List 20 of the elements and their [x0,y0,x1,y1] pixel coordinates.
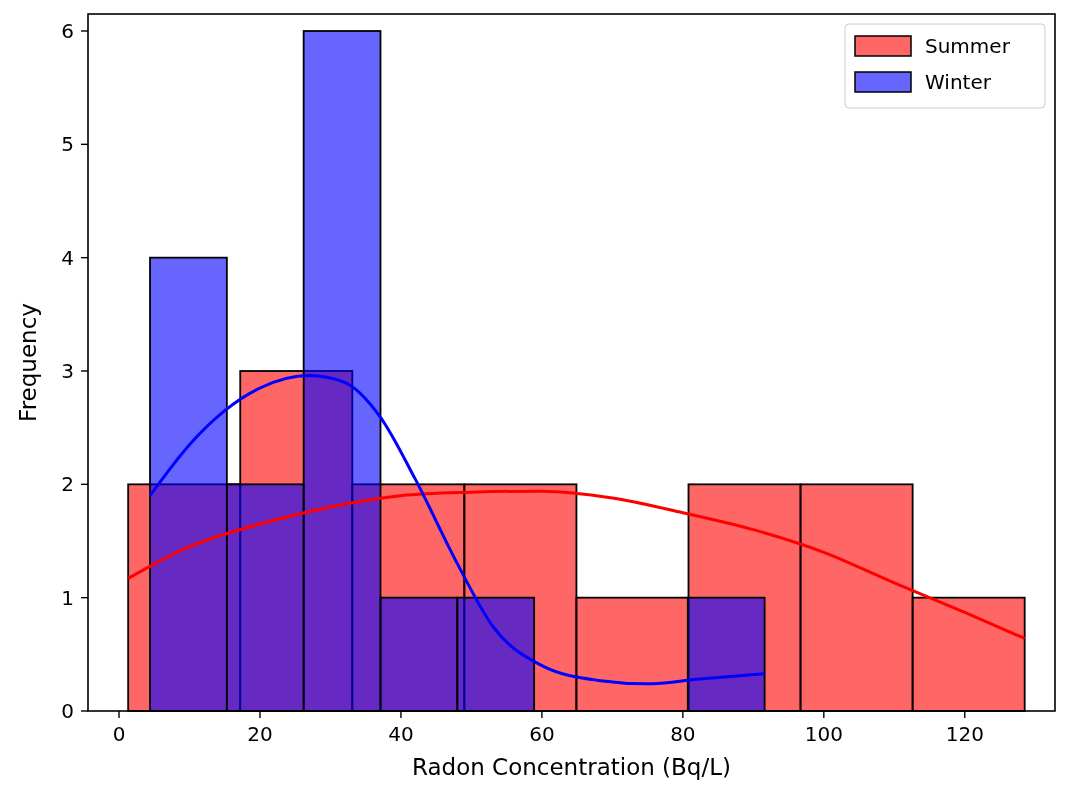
x-tick-label: 0 [112,722,126,746]
legend-label: Winter [925,70,992,94]
line-series [148,374,767,686]
y-tick-label: 0 [61,699,74,723]
y-tick-label: 2 [61,472,74,497]
x-tick-label: 60 [529,722,555,746]
x-tick-label: 20 [247,722,273,746]
y-tick-label: 5 [61,132,74,157]
legend-label: Summer [925,34,1011,58]
x-tick-label: 80 [670,722,696,746]
y-tick-label: 1 [61,585,74,610]
x-tick-label: 40 [388,722,414,746]
y-axis-title: Frequency [15,303,41,422]
y-tick-label: 4 [61,245,74,270]
line-series [126,489,1027,640]
x-tick-label: 100 [804,722,843,746]
y-tick-label: 3 [61,359,74,383]
x-tick-label: 120 [945,722,984,746]
y-tick-label: 6 [61,19,74,43]
x-axis-title: Radon Concentration (Bq/L) [411,754,732,780]
